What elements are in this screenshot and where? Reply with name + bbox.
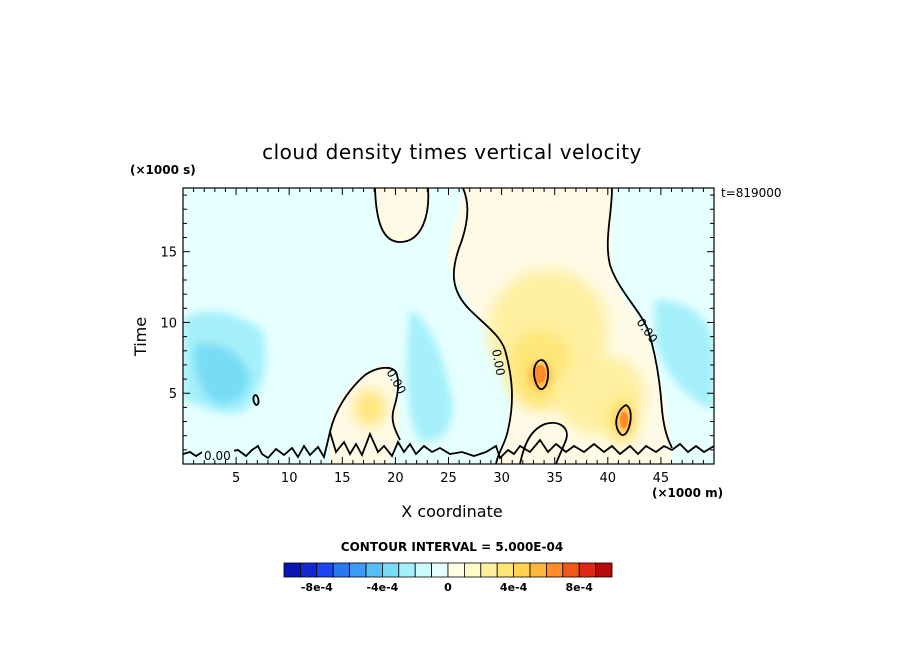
x-tick-label: 20 xyxy=(387,471,404,486)
colorbar-swatch xyxy=(365,562,383,578)
colorbar-swatch xyxy=(381,562,400,578)
colorbar-swatch xyxy=(463,562,482,578)
contour-small-loop xyxy=(252,394,260,406)
colorbar-label: 8e-4 xyxy=(566,581,594,594)
colorbar-swatch xyxy=(316,562,334,578)
time-stamp: t=819000 xyxy=(721,186,782,200)
colorbar-swatch xyxy=(578,562,597,578)
contour-ground xyxy=(183,428,714,460)
y-tick-label: 15 xyxy=(160,246,177,261)
cell-17 xyxy=(354,390,386,426)
colorbar-swatch xyxy=(299,562,318,578)
y-tick-label: 10 xyxy=(160,316,177,331)
colorbar-swatch xyxy=(431,562,449,578)
x-tick-label: 5 xyxy=(232,471,240,486)
y-tick-label: 5 xyxy=(169,387,177,402)
colorbar xyxy=(283,562,613,578)
negative-region-left-inner xyxy=(194,343,250,404)
y-units-label: (×1000 s) xyxy=(130,163,196,177)
x-tick-label: 25 xyxy=(440,471,457,486)
tick-labels: 5 10 15 20 25 30 35 40 45 5 10 15 xyxy=(160,246,669,486)
contour-label-plume-left: 0.00 xyxy=(489,348,507,377)
colorbar-swatch xyxy=(513,562,531,578)
colorbar-label: -4e-4 xyxy=(366,581,398,594)
colorbar-swatch xyxy=(480,562,498,578)
x-tick-label: 15 xyxy=(334,471,351,486)
colorbar-swatch xyxy=(529,562,547,578)
colorbar-swatch xyxy=(447,562,465,578)
contour-peak-41 xyxy=(615,403,632,436)
negative-region-mid xyxy=(407,310,453,441)
contour-top-bump xyxy=(374,188,430,243)
colorbar-swatch xyxy=(595,562,613,578)
chart-title: cloud density times vertical velocity xyxy=(262,140,642,164)
y-axis-label: Time xyxy=(131,316,151,357)
colorbar-swatch xyxy=(546,562,564,578)
colorbar-swatch xyxy=(562,562,580,578)
zero-contours xyxy=(183,188,714,464)
x-tick-label: 45 xyxy=(653,471,670,486)
contour-left-cell xyxy=(329,366,401,441)
x-tick-label: 35 xyxy=(546,471,563,486)
x-axis-label: X coordinate xyxy=(401,502,503,521)
colorbar-swatch xyxy=(332,562,351,578)
peak-34-core xyxy=(534,365,546,383)
contour-plume-left xyxy=(452,188,513,464)
colorbar-swatch xyxy=(283,562,301,578)
colorbar-swatch xyxy=(496,562,515,578)
peak-41-core xyxy=(620,412,628,428)
colorbar-swatch xyxy=(349,562,367,578)
heatmap-field: 0.00 0.00 0.00 0.00 xyxy=(183,188,714,464)
contour-peak-34 xyxy=(533,359,549,391)
contour-label-ground: 0.00 xyxy=(204,449,231,463)
contour-interval-label: CONTOUR INTERVAL = 5.000E-04 xyxy=(340,540,564,554)
contour-bottom-cell xyxy=(519,422,568,464)
colorbar-swatch xyxy=(398,562,416,578)
x-tick-label: 30 xyxy=(493,471,510,486)
colorbar-swatch xyxy=(414,562,433,578)
x-units-label: (×1000 m) xyxy=(652,486,724,500)
tick-marks xyxy=(182,188,715,465)
negative-region-right xyxy=(655,300,714,410)
x-tick-label: 10 xyxy=(281,471,298,486)
colorbar-labels: -8e-4 -4e-4 0 4e-4 8e-4 xyxy=(301,581,593,594)
plume-upper xyxy=(508,270,588,314)
positive-region-main xyxy=(375,188,430,242)
x-tick-label: 40 xyxy=(600,471,617,486)
colorbar-label: 4e-4 xyxy=(500,581,528,594)
colorbar-label: 0 xyxy=(444,581,452,594)
contour-plume-right xyxy=(606,188,673,449)
contour-label-bg xyxy=(202,448,234,461)
colorbar-label: -8e-4 xyxy=(301,581,333,594)
